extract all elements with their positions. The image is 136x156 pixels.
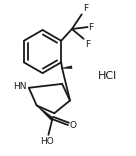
Polygon shape <box>62 66 72 69</box>
Text: HO: HO <box>41 137 54 146</box>
Text: F: F <box>83 4 88 13</box>
Text: HCl: HCl <box>98 71 117 81</box>
Polygon shape <box>37 105 53 120</box>
Text: F: F <box>89 23 94 32</box>
Text: F: F <box>85 40 90 49</box>
Text: O: O <box>70 121 77 129</box>
Text: HN: HN <box>13 82 27 91</box>
